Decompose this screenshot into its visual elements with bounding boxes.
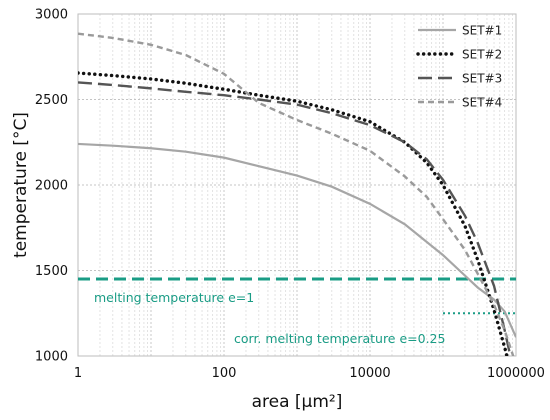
annotation-label-corr-melting: corr. melting temperature e=0.25 [234,331,445,346]
legend-label: SET#2 [462,48,502,62]
y-tick-label: 3000 [35,8,68,23]
x-axis-title: area [µm²] [252,392,343,412]
series-line-set2 [78,71,509,356]
plot-frame [77,13,517,357]
legend-label: SET#3 [462,72,502,86]
x-tick-label: 1000000 [487,366,545,381]
x-tick-label: 100 [212,366,237,381]
x-tick-label: 1 [74,366,82,381]
annotation-labels: melting temperature e=1 corr. melting tem… [94,290,445,346]
legend-label: SET#1 [462,24,502,38]
x-tick-label: 10000 [349,366,390,381]
y-tick-label: 2500 [35,93,68,108]
y-axis-ticks: 1000 1500 2000 2500 3000 [35,8,68,365]
legend: SET#1 SET#2 SET#3 SET#4 [416,24,502,110]
y-tick-label: 1000 [35,350,68,365]
legend-label: SET#4 [462,96,502,110]
grid [78,14,516,356]
y-tick-label: 2000 [35,179,68,194]
series-lines [78,32,516,356]
annotation-label-melting: melting temperature e=1 [94,290,254,305]
x-axis-ticks: 1 100 10000 1000000 [74,366,545,381]
y-tick-label: 1500 [35,264,68,279]
annotation-lines [78,277,516,315]
y-axis-title: temperature [°C] [11,112,31,258]
series-line-set1 [78,142,516,338]
